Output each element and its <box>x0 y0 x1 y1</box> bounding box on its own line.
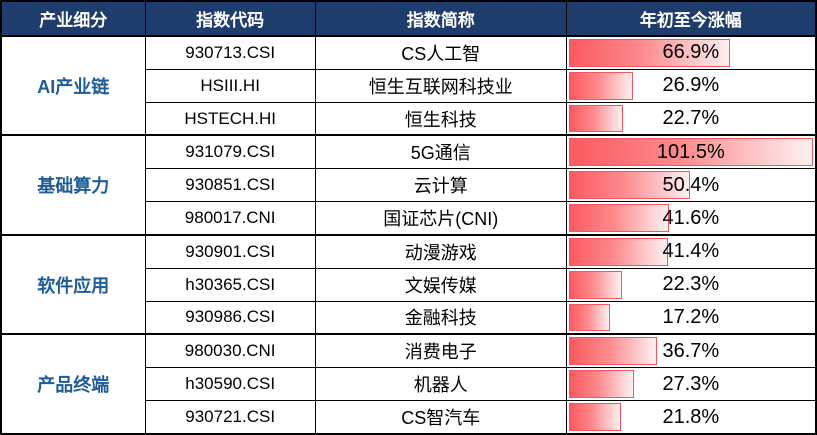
table-row: 产品终端 980030.CNI 消费电子 36.7% <box>0 333 817 435</box>
gain-bar <box>568 337 657 366</box>
index-code-cell: HSIII.HI <box>144 68 316 103</box>
table-row: 基础算力 931079.CSI 5G通信 101.5% <box>0 134 817 236</box>
gain-cell: 41.6% <box>565 201 817 236</box>
index-code-cell: 930901.CSI <box>144 233 316 269</box>
gain-value: 41.4% <box>662 240 720 263</box>
gain-cell: 101.5% <box>565 134 817 170</box>
gain-bar <box>568 171 690 200</box>
table-row: 软件应用 930901.CSI 动漫游戏 41.4% <box>0 233 817 335</box>
gain-cell: 22.7% <box>565 101 817 136</box>
gain-cell: 21.8% <box>565 400 817 435</box>
gain-cell: 22.3% <box>565 267 817 302</box>
index-code-cell: 980017.CNI <box>144 201 316 236</box>
index-code-cell: 930721.CSI <box>144 400 316 435</box>
gain-bar <box>568 270 623 299</box>
gain-bar <box>568 104 624 133</box>
index-code-cell: h30365.CSI <box>144 267 316 302</box>
table-row: 980017.CNI 国证芯片(CNI) 41.6% <box>1 201 817 236</box>
gain-bar <box>568 303 611 332</box>
table-row: AI产业链 930713.CSI CS人工智 66.9% <box>0 34 817 136</box>
index-code-cell: 931079.CSI <box>144 134 316 170</box>
index-code-cell: h30590.CSI <box>144 367 316 402</box>
table-row: 930721.CSI CS智汽车 21.8% <box>1 400 817 435</box>
index-name-cell: 金融科技 <box>314 300 567 335</box>
gain-cell: 41.4% <box>565 233 817 269</box>
gain-cell: 26.9% <box>565 68 817 103</box>
group-label-product-terminal: 产品终端 <box>0 333 146 435</box>
index-code-cell: 930986.CSI <box>144 300 316 335</box>
gain-cell: 17.2% <box>565 300 817 335</box>
gain-bar <box>568 237 669 266</box>
gain-value: 17.2% <box>662 305 720 328</box>
gain-value: 66.9% <box>662 41 720 64</box>
table-row: h30365.CSI 文娱传媒 22.3% <box>1 267 817 302</box>
table-row: 930986.CSI 金融科技 17.2% <box>1 300 817 335</box>
gain-value: 101.5% <box>656 140 725 163</box>
gain-bar <box>568 204 669 232</box>
index-code-cell: HSTECH.HI <box>144 101 316 136</box>
group-label-ai-chain: AI产业链 <box>0 34 146 136</box>
header-ytd-change: 年初至今涨幅 <box>565 0 817 37</box>
index-name-cell: 恒生互联网科技业 <box>314 68 567 103</box>
gain-value: 21.8% <box>662 405 720 428</box>
header-industry-segment: 产业细分 <box>0 0 146 37</box>
gain-value: 50.4% <box>662 173 720 196</box>
gain-cell: 50.4% <box>565 168 817 203</box>
table-row: HSTECH.HI 恒生科技 22.7% <box>1 101 817 136</box>
index-name-cell: CS智汽车 <box>314 400 567 435</box>
gain-cell: 27.3% <box>565 367 817 402</box>
gain-cell: 36.7% <box>565 333 817 369</box>
index-name-cell: 国证芯片(CNI) <box>314 201 567 236</box>
index-code-cell: 980030.CNI <box>144 333 316 369</box>
gain-bar <box>568 71 634 100</box>
index-code-cell: 930713.CSI <box>144 34 316 70</box>
gain-bar <box>568 39 730 67</box>
gain-value: 41.6% <box>662 206 720 229</box>
index-name-cell: 机器人 <box>314 367 567 402</box>
header-row: 产业细分 指数代码 指数简称 年初至今涨幅 <box>0 0 817 37</box>
gain-value: 26.9% <box>662 74 720 97</box>
gain-value: 27.3% <box>662 372 720 395</box>
index-name-cell: 文娱传媒 <box>314 267 567 302</box>
gain-value: 36.7% <box>662 339 720 362</box>
index-name-cell: 动漫游戏 <box>314 233 567 269</box>
index-name-cell: 云计算 <box>314 168 567 203</box>
index-name-cell: 恒生科技 <box>314 101 567 136</box>
gain-bar <box>568 403 622 431</box>
index-name-cell: CS人工智 <box>314 34 567 70</box>
gain-value: 22.3% <box>662 273 720 296</box>
index-code-cell: 930851.CSI <box>144 168 316 203</box>
gain-value: 22.7% <box>662 107 720 130</box>
group-label-software-apps: 软件应用 <box>0 233 146 335</box>
gain-bar <box>568 370 635 399</box>
index-name-cell: 5G通信 <box>314 134 567 170</box>
header-index-code: 指数代码 <box>144 0 316 37</box>
index-name-cell: 消费电子 <box>314 333 567 369</box>
gain-cell: 66.9% <box>565 34 817 70</box>
group-label-basic-computing: 基础算力 <box>0 134 146 236</box>
gain-bar <box>568 138 813 167</box>
header-index-name: 指数简称 <box>314 0 567 37</box>
